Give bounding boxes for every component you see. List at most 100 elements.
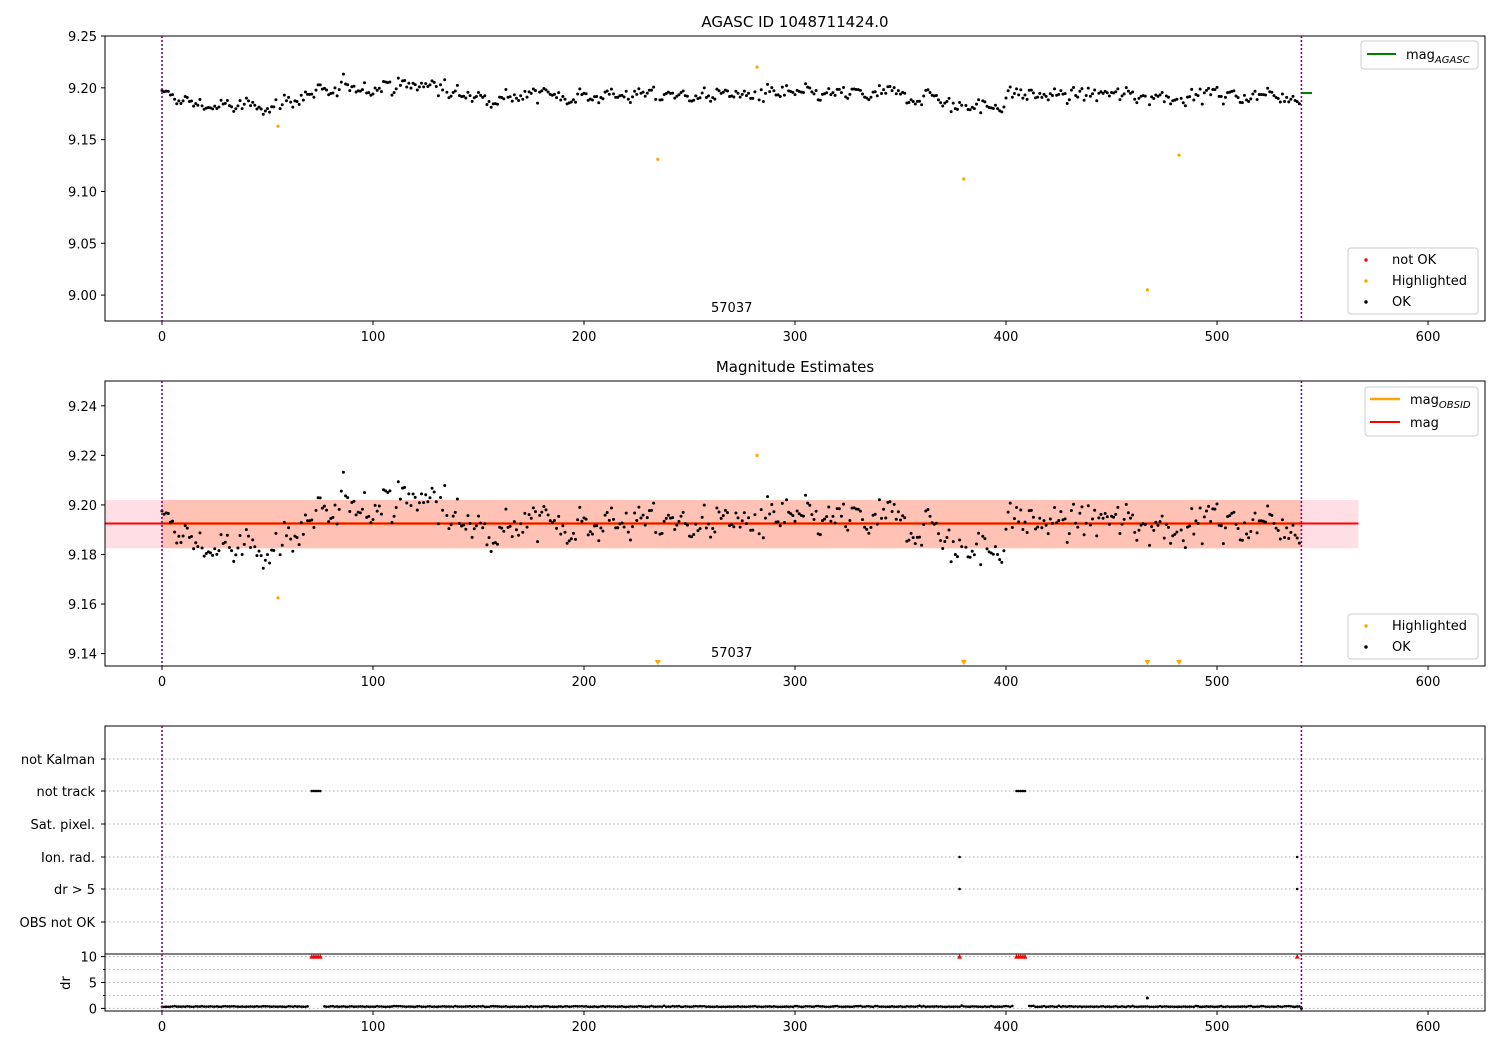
ok-point [1249, 97, 1253, 101]
ok-point [569, 537, 573, 541]
dr-point [1110, 1005, 1113, 1009]
flag-point [1015, 789, 1018, 793]
ok-point [1253, 89, 1257, 93]
dr-point [1255, 1005, 1259, 1008]
dr-point [810, 1005, 814, 1009]
ok-point [263, 109, 267, 113]
flag-point [1295, 887, 1299, 891]
ok-point [445, 514, 449, 518]
dr-point [527, 1005, 531, 1009]
ok-point [607, 92, 611, 96]
ok-point [371, 92, 375, 96]
ok-point [508, 524, 512, 528]
dr-point [1274, 1005, 1278, 1008]
ok-point [1135, 101, 1139, 105]
ok-point [333, 86, 337, 90]
dr-point [977, 1005, 980, 1009]
ok-point [829, 93, 833, 97]
dr-point [506, 1005, 510, 1009]
ok-point [1082, 533, 1086, 537]
ok-point [1053, 87, 1057, 91]
dr-point [299, 1005, 303, 1008]
ok-point [1021, 96, 1025, 100]
ok-point [213, 104, 217, 108]
dr-point [795, 1004, 799, 1008]
dr-point [848, 1005, 852, 1008]
dr-point [785, 1005, 788, 1008]
flag-row-label: not Kalman [21, 753, 95, 768]
ok-point [968, 555, 972, 559]
dr-point [1078, 1005, 1082, 1008]
ok-point [536, 540, 540, 544]
ok-point [396, 76, 400, 80]
ok-point [1101, 91, 1105, 95]
dr-point [1030, 1004, 1033, 1008]
dr-point [283, 1005, 286, 1009]
ok-point [1116, 87, 1120, 91]
dr-point [382, 1005, 385, 1008]
highlighted-point [755, 453, 759, 457]
dr-point [576, 1005, 579, 1008]
ok-point [751, 96, 755, 100]
ok-point [926, 507, 930, 511]
dr-point [762, 1005, 765, 1009]
dr-point [835, 1004, 839, 1008]
ok-point [1270, 90, 1274, 94]
ok-point [1038, 516, 1042, 520]
ok-point [776, 93, 780, 97]
ok-point [939, 538, 943, 542]
ok-point [1048, 517, 1052, 521]
ok-point [198, 531, 202, 535]
flags-axes-frame [104, 725, 1486, 955]
dr-point [365, 1005, 368, 1008]
ok-point [673, 96, 677, 100]
dr-point [667, 1005, 670, 1008]
dr-point [278, 1005, 282, 1008]
ok-point [1034, 527, 1038, 531]
ok-point [299, 93, 303, 97]
ok-point [614, 95, 618, 99]
ok-point [850, 87, 854, 91]
dr-point [1122, 1005, 1126, 1009]
ok-point [823, 517, 827, 521]
ok-point [622, 525, 626, 529]
ok-point [346, 83, 350, 87]
ok-point [949, 110, 953, 114]
dr-point [464, 1005, 468, 1008]
dr-point [709, 1005, 712, 1009]
dr-point [580, 1004, 584, 1008]
ok-point [489, 550, 493, 554]
dr-point [388, 1005, 392, 1009]
ok-point [255, 107, 259, 111]
ok-point [1046, 98, 1050, 102]
ok-point [772, 89, 776, 93]
ok-point [1156, 94, 1160, 98]
ok-point [677, 520, 681, 524]
ok-point [457, 522, 461, 526]
dr-point [491, 1004, 495, 1008]
dr-point [293, 1004, 297, 1008]
ok-point [827, 87, 831, 91]
dr-point [970, 1005, 974, 1008]
dr-point [1129, 1005, 1132, 1009]
ok-point [848, 519, 852, 523]
ok-point [812, 92, 816, 96]
ok-point [337, 507, 341, 511]
ok-point [863, 525, 867, 529]
ok-point [282, 520, 286, 524]
ok-point [759, 508, 763, 512]
ok-point [1276, 97, 1280, 101]
ok-point [1065, 540, 1069, 544]
dr-point [937, 1005, 940, 1008]
ok-point [375, 88, 379, 92]
ok-point [398, 83, 402, 87]
ok-point [1215, 85, 1219, 89]
ok-point [945, 535, 949, 539]
dr-point [1118, 1005, 1122, 1009]
ok-point [508, 95, 512, 99]
dr-point [1249, 1004, 1253, 1008]
ok-point [709, 99, 713, 103]
ok-point [700, 515, 704, 519]
ok-point [814, 88, 818, 92]
ok-point [510, 99, 514, 103]
